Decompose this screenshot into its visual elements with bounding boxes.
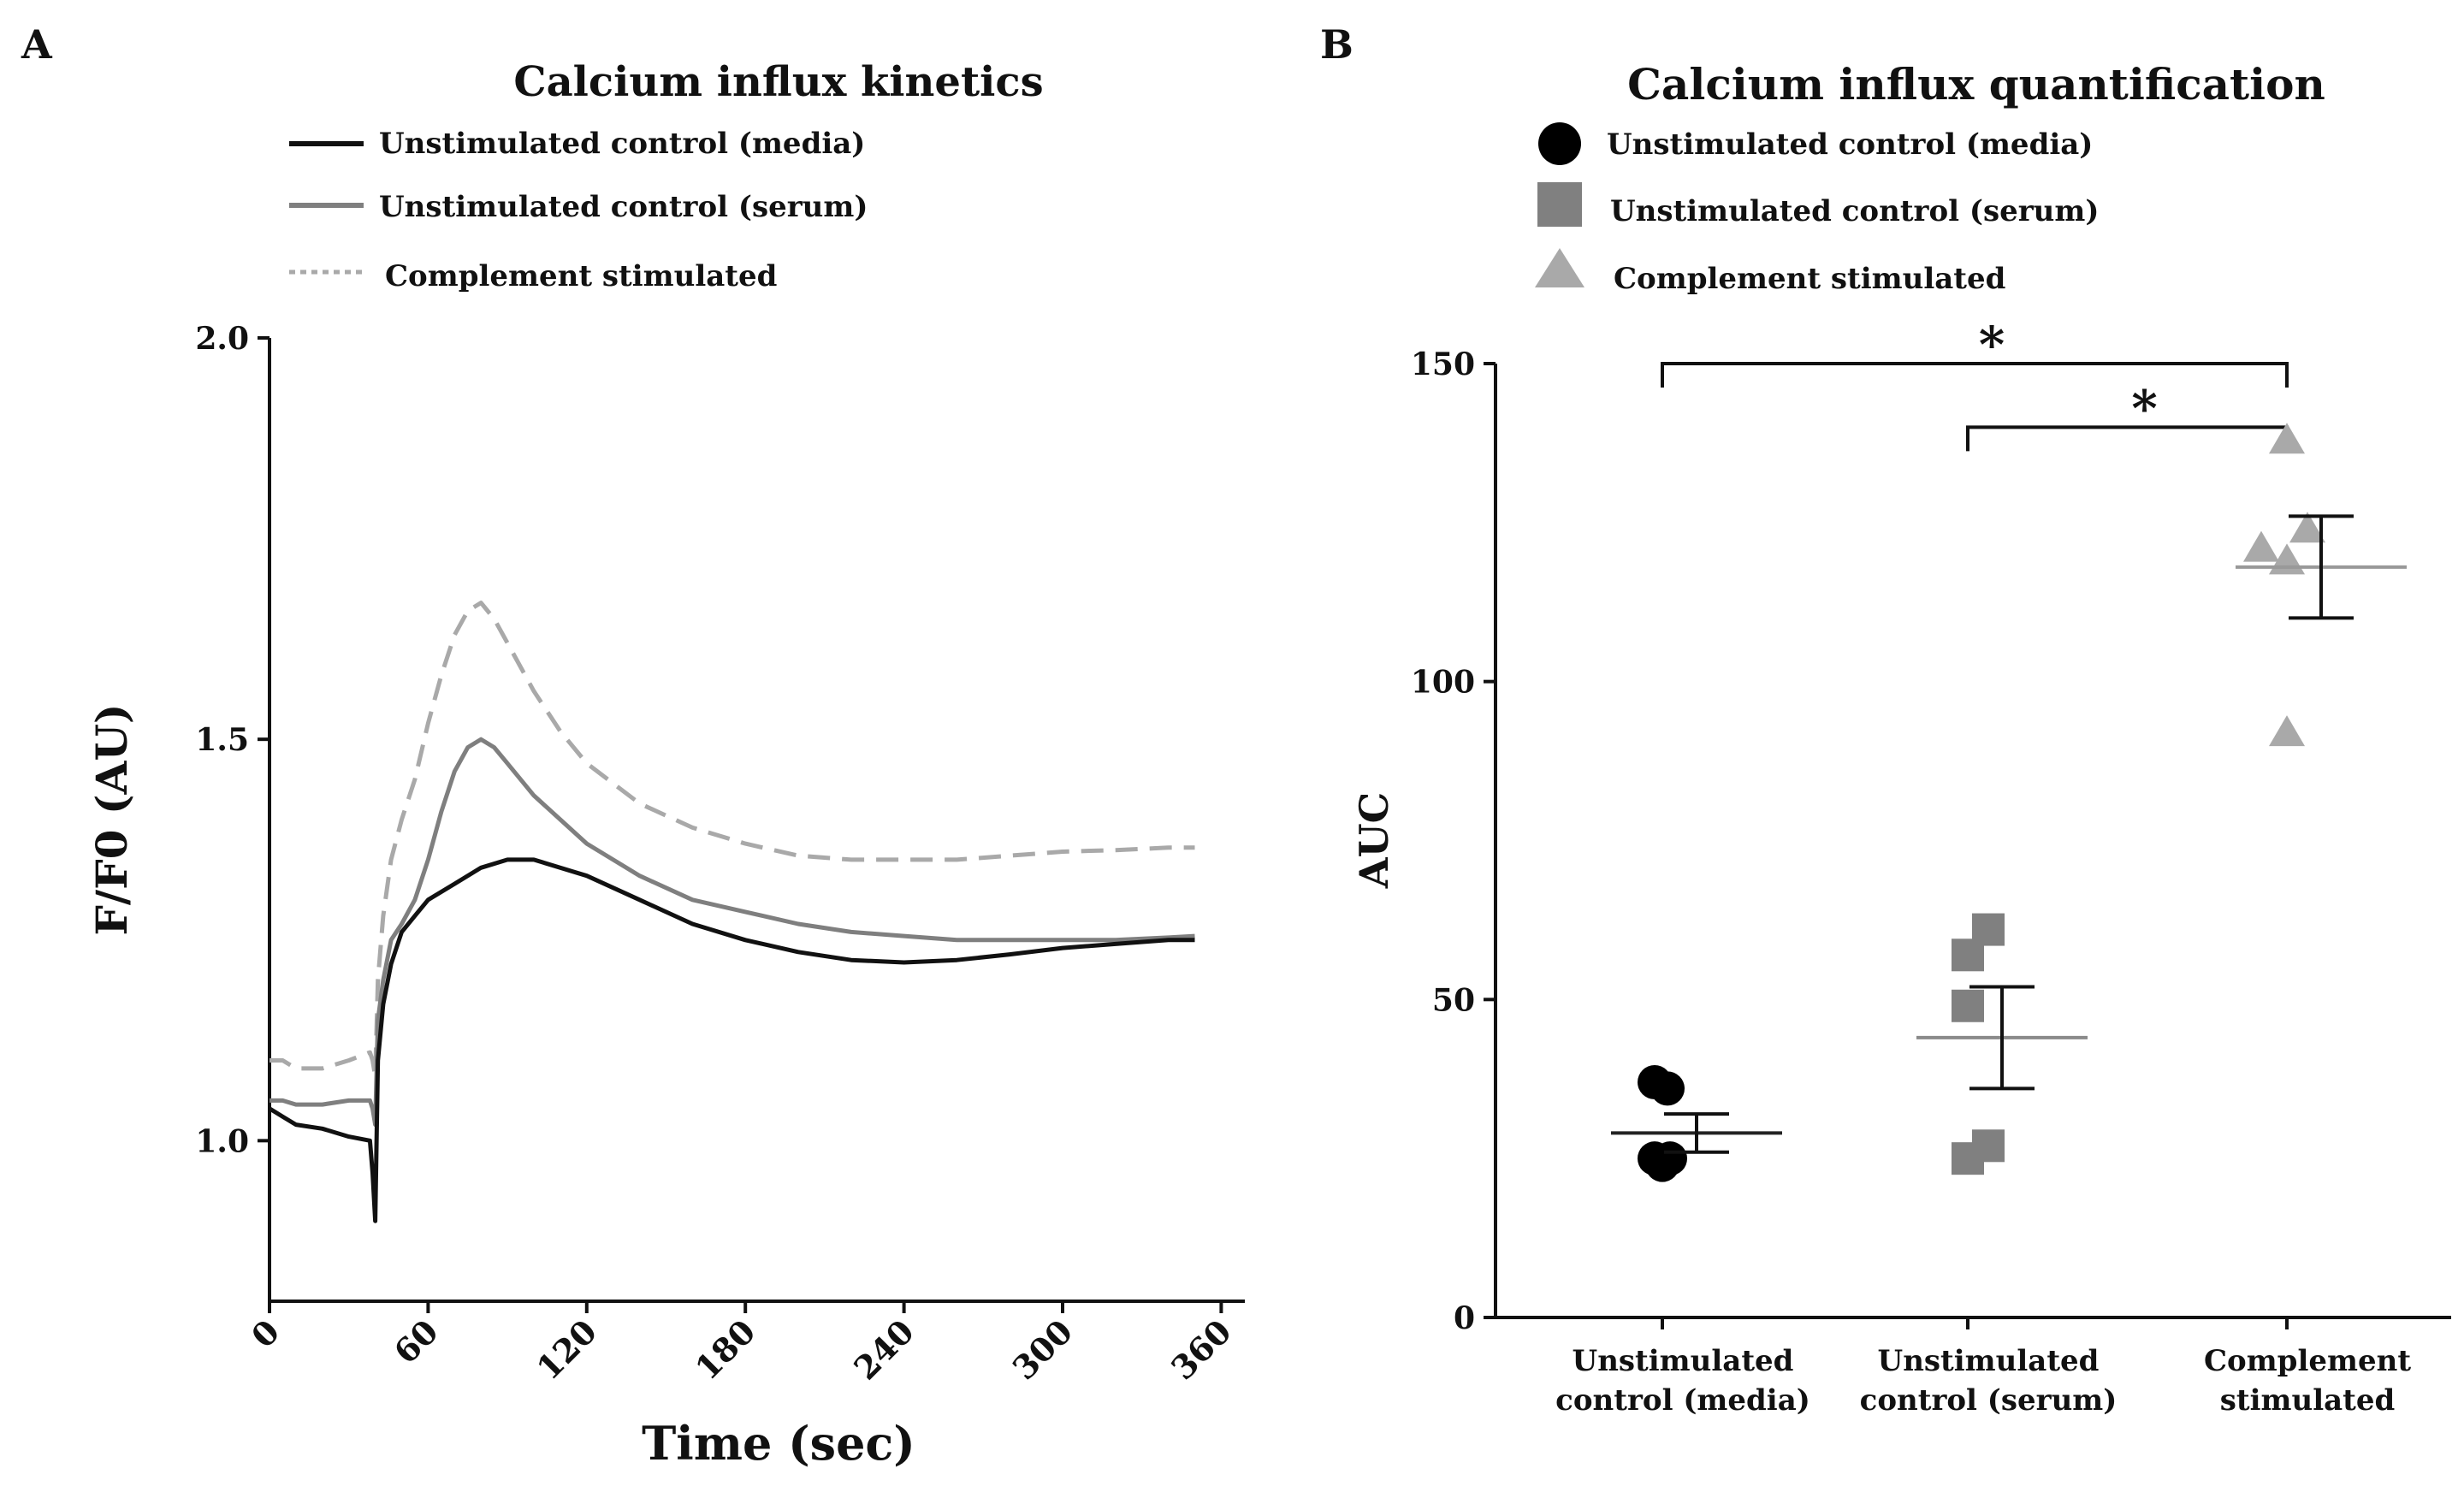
category-label-line1: Unstimulated — [1573, 1344, 1794, 1378]
legend-marker-triangle — [1535, 248, 1584, 287]
kinetics-y-tick-label: 1.5 — [195, 722, 249, 758]
quantification-title: Calcium influx quantification — [1627, 59, 2325, 110]
data-point — [1653, 1141, 1687, 1176]
legend-label-media: Unstimulated control (media) — [379, 127, 865, 161]
quantification-y-tick-label: 50 — [1432, 982, 1475, 1018]
legend-marker-square — [1537, 182, 1582, 227]
kinetics-x-tick-label: 60 — [387, 1312, 446, 1371]
kinetics-series-1 — [270, 737, 1195, 1128]
category-label-line2: control (media) — [1555, 1383, 1810, 1418]
kinetics-y-tick-label: 1.0 — [195, 1123, 249, 1159]
data-point — [2269, 423, 2305, 454]
group-1 — [1916, 913, 2088, 1175]
data-point — [2269, 715, 2305, 747]
data-point — [2243, 530, 2279, 562]
data-point — [1952, 989, 1984, 1022]
legend-label-serum-b: Unstimulated control (serum) — [1610, 194, 2099, 228]
kinetics-x-tick-label: 180 — [688, 1312, 763, 1388]
significance-bracket — [1661, 362, 2289, 388]
significance-bracket — [1966, 425, 2289, 452]
quantification-y-tick-label: 0 — [1454, 1300, 1475, 1336]
kinetics-x-tick-label: 360 — [1164, 1312, 1239, 1388]
significance-label: * — [1979, 316, 2005, 374]
data-point — [1952, 1142, 1984, 1175]
panel-a-label: A — [21, 21, 53, 68]
legend-label-serum: Unstimulated control (serum) — [379, 190, 868, 224]
quantification-y-tick-label: 100 — [1411, 665, 1475, 701]
significance-label: * — [2131, 379, 2157, 437]
kinetics-x-tick-label: 0 — [244, 1312, 287, 1356]
category-label-line2: control (serum) — [1860, 1383, 2118, 1418]
legend-marker-circle — [1538, 122, 1581, 165]
quantification-y-tick-label: 150 — [1411, 346, 1475, 382]
quantification-chart: Calcium influx quantification Unstimulat… — [1351, 59, 2451, 1418]
category-label-line2: stimulated — [2220, 1383, 2396, 1418]
kinetics-x-tick-label: 120 — [529, 1312, 604, 1388]
kinetics-x-tick-label: 300 — [1004, 1312, 1080, 1388]
category-label-line1: Complement — [2204, 1344, 2411, 1378]
kinetics-y-label: F/F0 (AU) — [86, 703, 137, 935]
kinetics-x-label: Time (sec) — [642, 1416, 915, 1471]
data-point — [2289, 512, 2325, 543]
kinetics-x-tick-label: 240 — [846, 1312, 921, 1388]
legend-label-media-b: Unstimulated control (media) — [1607, 127, 2093, 162]
kinetics-y-tick-label: 2.0 — [195, 321, 249, 357]
quantification-y-label: AUC — [1351, 792, 1397, 889]
group-0 — [1611, 1064, 1782, 1182]
data-point — [1650, 1071, 1685, 1106]
kinetics-series-0 — [268, 857, 1195, 1223]
legend-label-complement-b: Complement stimulated — [1614, 262, 2005, 296]
kinetics-series-2 — [270, 601, 1195, 1079]
kinetics-title: Calcium influx kinetics — [513, 58, 1043, 106]
quantification-legend: Unstimulated control (media) Unstimulate… — [1535, 122, 2099, 296]
panel-b-label: B — [1320, 21, 1353, 68]
category-label-line1: Unstimulated — [1878, 1344, 2100, 1378]
kinetics-chart: Calcium influx kinetics Unstimulated con… — [86, 58, 1245, 1471]
legend-label-complement: Complement stimulated — [385, 259, 777, 293]
group-2 — [2236, 423, 2407, 747]
data-point — [1972, 913, 2005, 946]
kinetics-legend: Unstimulated control (media) Unstimulate… — [289, 127, 868, 293]
